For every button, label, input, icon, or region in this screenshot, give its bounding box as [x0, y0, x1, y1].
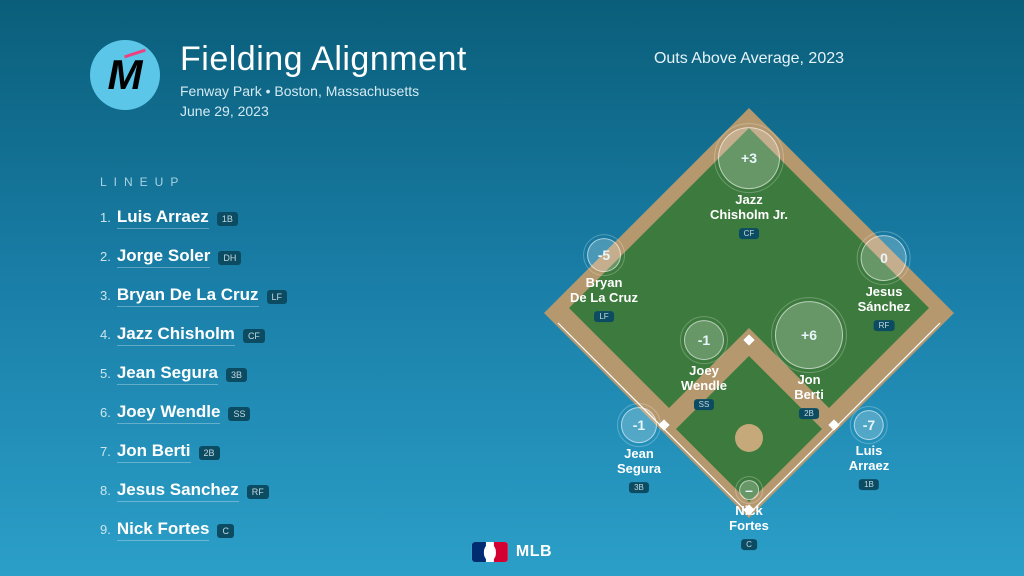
lineup-position-badge: RF — [247, 485, 269, 499]
mlb-mark-icon — [472, 542, 508, 562]
date-line: June 29, 2023 — [180, 103, 467, 119]
lineup-item: 8. Jesus Sanchez RF — [100, 480, 287, 502]
lineup-item: 4. Jazz Chisholm CF — [100, 324, 287, 346]
lineup-player-name: Jorge Soler — [117, 246, 211, 268]
lineup-position-badge: 3B — [226, 368, 247, 382]
lineup-num: 9. — [100, 522, 111, 537]
page-title: Fielding Alignment — [180, 40, 467, 79]
lineup-item: 1. Luis Arraez 1B — [100, 207, 287, 229]
lineup-player-name: Luis Arraez — [117, 207, 209, 229]
lineup-position-badge: 2B — [199, 446, 220, 460]
lineup-num: 4. — [100, 327, 111, 342]
team-logo: M — [90, 40, 160, 110]
lineup-player-name: Nick Fortes — [117, 519, 210, 541]
lineup-num: 6. — [100, 405, 111, 420]
baseball-field-diagram — [524, 78, 974, 518]
field-area: Outs Above Average, 2023 +3JazzChisholm … — [524, 50, 974, 530]
lineup-item: 5. Jean Segura 3B — [100, 363, 287, 385]
lineup-num: 8. — [100, 483, 111, 498]
fielder-position-badge: C — [741, 539, 757, 550]
lineup-num: 5. — [100, 366, 111, 381]
field-title: Outs Above Average, 2023 — [524, 50, 974, 68]
lineup-item: 2. Jorge Soler DH — [100, 246, 287, 268]
mlb-logo: MLB — [472, 542, 552, 562]
venue-line: Fenway Park • Boston, Massachusetts — [180, 83, 467, 99]
lineup-item: 7. Jon Berti 2B — [100, 441, 287, 463]
lineup-player-name: Jesus Sanchez — [117, 480, 239, 502]
lineup-player-name: Jon Berti — [117, 441, 191, 463]
lineup-item: 6. Joey Wendle SS — [100, 402, 287, 424]
lineup-position-badge: DH — [218, 251, 241, 265]
lineup-position-badge: LF — [267, 290, 288, 304]
lineup-num: 2. — [100, 249, 111, 264]
header: M Fielding Alignment Fenway Park • Bosto… — [90, 40, 467, 119]
mlb-text: MLB — [516, 543, 552, 561]
lineup-label: LINEUP — [100, 175, 287, 189]
lineup-section: LINEUP 1. Luis Arraez 1B 2. Jorge Soler DH 3. B… — [100, 175, 287, 558]
lineup-item: 3. Bryan De La Cruz LF — [100, 285, 287, 307]
lineup-item: 9. Nick Fortes C — [100, 519, 287, 541]
lineup-position-badge: SS — [228, 407, 250, 421]
lineup-position-badge: C — [217, 524, 234, 538]
lineup-num: 7. — [100, 444, 111, 459]
lineup-player-name: Joey Wendle — [117, 402, 221, 424]
lineup-player-name: Jean Segura — [117, 363, 218, 385]
lineup-num: 3. — [100, 288, 111, 303]
lineup-position-badge: 1B — [217, 212, 238, 226]
lineup-list: 1. Luis Arraez 1B 2. Jorge Soler DH 3. Bryan De… — [100, 207, 287, 541]
lineup-num: 1. — [100, 210, 111, 225]
lineup-player-name: Bryan De La Cruz — [117, 285, 259, 307]
lineup-player-name: Jazz Chisholm — [117, 324, 235, 346]
title-block: Fielding Alignment Fenway Park • Boston,… — [180, 40, 467, 119]
lineup-position-badge: CF — [243, 329, 265, 343]
